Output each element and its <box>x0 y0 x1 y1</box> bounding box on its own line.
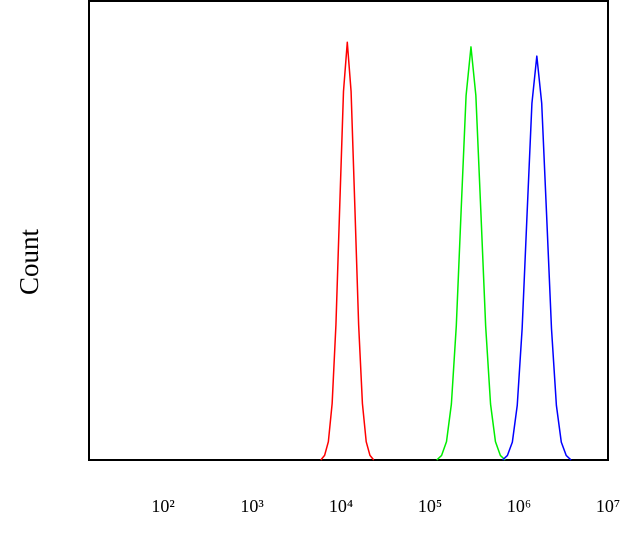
x-tick-label: 10⁶ <box>507 496 531 516</box>
x-tick-label: 10⁴ <box>329 496 353 516</box>
histogram-curve <box>320 41 375 461</box>
x-tick-label: 10⁵ <box>418 496 442 516</box>
plot-frame <box>88 0 609 461</box>
x-tick-label: 10³ <box>240 496 264 516</box>
x-tick-label: 10² <box>151 496 174 516</box>
histogram-curve <box>436 46 506 461</box>
histogram-curve <box>502 55 572 461</box>
x-tick-label: 10⁷ <box>596 496 620 516</box>
y-axis-label: Count <box>14 228 44 295</box>
